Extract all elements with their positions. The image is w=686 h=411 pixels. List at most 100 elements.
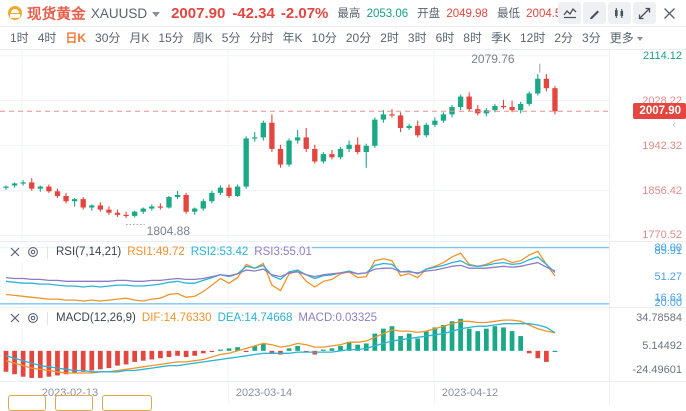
rsi-axis-label: 51.27 — [654, 270, 682, 283]
gold-bar-icon — [8, 6, 22, 20]
stat-open-label: 开盘 — [417, 8, 441, 20]
macd-hist-value: MACD:0.03325 — [298, 312, 378, 324]
timeframe-tab-4时[interactable]: 4时 — [37, 31, 57, 45]
rsi1-value: RSI1:49.72 — [127, 246, 185, 258]
price-plot[interactable]: 2079.76 1804.88 — [0, 50, 609, 241]
symbol-header: 现货黄金 XAUUSD 2007.90 -42.34 -2.07% 最高 205… — [0, 0, 686, 27]
price-axis[interactable]: 2114.12 2028.22 1942.32 1856.42 1770.52 2007.… — [609, 50, 686, 241]
price-pane[interactable]: 2079.76 1804.88 2114.12 2028.22 1942.32 185… — [0, 50, 686, 241]
time-axis-separator — [228, 382, 229, 405]
chip-2[interactable] — [55, 395, 93, 411]
timeframe-tab-10分[interactable]: 10分 — [311, 31, 337, 45]
line-chart-icon[interactable] — [558, 2, 581, 24]
timeframe-tab-12时[interactable]: 12时 — [520, 31, 546, 45]
timeframe-tab-20分[interactable]: 20分 — [345, 31, 372, 45]
chip-1[interactable] — [8, 395, 46, 411]
timeframe-tab-2分[interactable]: 2分 — [554, 31, 574, 45]
close-icon[interactable] — [658, 2, 681, 24]
time-axis-separator — [434, 382, 435, 405]
timeframe-tab-周K[interactable]: 周K — [192, 31, 213, 45]
symbol-code: XAUUSD — [90, 5, 148, 21]
close-icon[interactable] — [9, 312, 21, 324]
indicator-bars-icon[interactable] — [608, 2, 631, 24]
rsi-axis-label: 20.00 — [654, 297, 682, 309]
timeframe-tab-季K[interactable]: 季K — [490, 31, 511, 45]
candlestick-series — [0, 50, 609, 241]
rsi-pane[interactable]: RSI(7,14,21) RSI1:49.72 RSI2:53.42 RSI3:… — [0, 241, 686, 309]
rsi-axis[interactable]: 80.00 85.91 51.27 16.63 20.00 — [609, 242, 686, 309]
price-axis-label: 2114.12 — [643, 49, 682, 62]
time-axis[interactable]: 2023-02-13 2023-03-14 2023-04-12 — [0, 381, 686, 411]
gear-icon[interactable] — [27, 312, 39, 324]
divider — [47, 245, 48, 259]
macd-header: MACD(12,26,9) DIF:14.76330 DEA:14.74668 … — [0, 308, 378, 328]
timeframe-tab-分时[interactable]: 分时 — [249, 31, 274, 45]
stat-low-label: 最低 — [496, 8, 520, 20]
stat-high: 最高 2053.06 — [337, 5, 408, 21]
macd-name: MACD(12,26,9) — [56, 312, 136, 324]
timeframe-tab-3时[interactable]: 3时 — [407, 31, 427, 45]
chevron-down-icon — [636, 37, 643, 41]
time-axis-label: 2023-03-14 — [235, 387, 293, 399]
symbol-name: 现货黄金 — [27, 6, 86, 23]
timeframe-tab-8时[interactable]: 8时 — [463, 31, 482, 45]
rsi-axis-label: 16.63 — [654, 292, 682, 304]
price-axis-label: 1942.32 — [642, 139, 682, 152]
high-annotation: 2079.76 — [471, 51, 515, 66]
timeframe-tab-5分[interactable]: 5分 — [221, 31, 241, 45]
timeframe-tab-6时[interactable]: 6时 — [435, 31, 455, 45]
stat-high-value: 2053.06 — [366, 8, 409, 20]
timeframe-tab-年K[interactable]: 年K — [282, 31, 303, 45]
stat-open: 开盘 2049.98 — [417, 5, 488, 21]
timeframe-tab-3分[interactable]: 3分 — [582, 31, 601, 45]
rsi-header: RSI(7,14,21) RSI1:49.72 RSI2:53.42 RSI3:… — [0, 242, 312, 262]
time-axis-label: 2023-04-12 — [441, 387, 499, 399]
timeframe-tab-月K[interactable]: 月K — [129, 31, 150, 45]
rsi-name: RSI(7,14,21) — [56, 246, 122, 258]
chip-3[interactable] — [102, 395, 152, 411]
timeframe-tab-30分[interactable]: 30分 — [95, 31, 121, 45]
macd-pane[interactable]: MACD(12,26,9) DIF:14.76330 DEA:14.74668 … — [0, 307, 686, 381]
price-change: -42.34 — [232, 4, 275, 22]
stat-high-label: 最高 — [337, 8, 361, 20]
close-icon[interactable] — [9, 246, 21, 258]
dea-value: DEA:14.74668 — [217, 312, 293, 324]
timeframe-tabs[interactable]: 1时 4时 日K 30分 月K 15分 周K 5分 分时 年K 10分 20分 2时 3时 6时 8时 季K 12… — [0, 27, 686, 50]
chevron-down-icon[interactable] — [152, 11, 161, 17]
rsi-axis-label: 85.91 — [654, 245, 682, 257]
price-axis-label: 1770.52 — [642, 229, 682, 242]
price-change-percent: -2.07% — [280, 4, 329, 22]
divider — [47, 311, 48, 325]
bottom-chip-row[interactable] — [8, 395, 152, 411]
macd-axis-label: 34.78584 — [636, 312, 682, 324]
macd-axis[interactable]: 34.78584 5.14492 -24.49601 — [609, 308, 686, 381]
expand-fullscreen-icon[interactable] — [633, 2, 656, 24]
timeframe-tab-日K[interactable]: 日K — [65, 31, 87, 45]
macd-axis-label: -24.49601 — [632, 364, 682, 376]
rsi2-value: RSI2:53.42 — [190, 246, 249, 258]
chevron-left-icon[interactable]: ‹ — [672, 119, 676, 132]
stat-low: 最低 2004.5 — [497, 5, 561, 21]
chart-panes: 2079.76 1804.88 2114.12 2028.22 1942.32 185… — [0, 50, 686, 411]
timeframe-tab-15分[interactable]: 15分 — [158, 31, 184, 45]
pencil-draw-icon[interactable] — [583, 2, 606, 24]
stat-open-value: 2049.98 — [446, 8, 488, 20]
timeframe-tab-2时[interactable]: 2时 — [380, 31, 399, 45]
timeframe-more-label: 更多 — [609, 31, 634, 45]
macd-plot[interactable] — [0, 308, 609, 381]
macd-series — [3, 308, 558, 381]
last-price: 2007.90 — [171, 4, 226, 22]
stat-low-value: 2004.5 — [526, 8, 562, 20]
rsi3-value: RSI3:55.01 — [254, 246, 312, 258]
low-annotation: 1804.88 — [146, 223, 191, 238]
timeframe-tab-1时[interactable]: 1时 — [10, 31, 29, 45]
header-toolbar — [558, 2, 681, 24]
gear-icon[interactable] — [27, 246, 39, 258]
current-price-badge: 2007.90 — [633, 103, 686, 120]
timeframe-more-button[interactable]: 更多 — [610, 32, 643, 44]
time-axis-corner — [609, 382, 686, 405]
price-axis-label: 1856.42 — [642, 184, 682, 197]
dif-value: DIF:14.76330 — [141, 312, 212, 324]
rsi-axis-label: 80.00 — [654, 242, 682, 254]
